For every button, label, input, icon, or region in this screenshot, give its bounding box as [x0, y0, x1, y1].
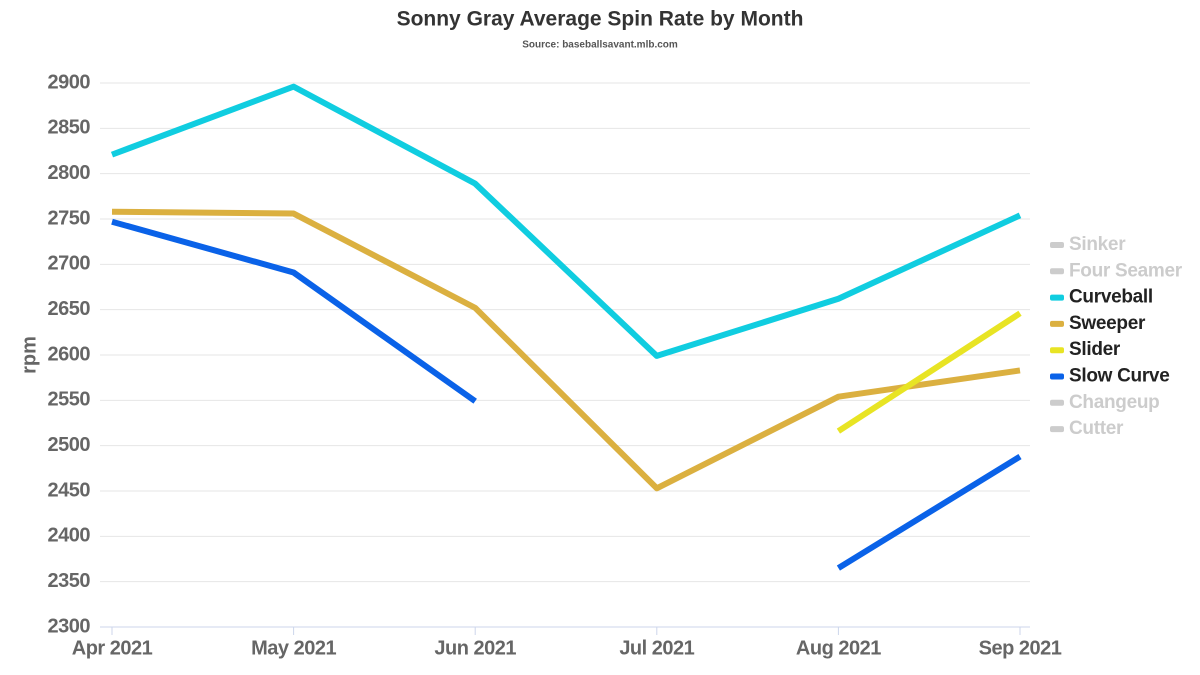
- legend-label: Slider: [1069, 339, 1121, 360]
- legend-swatch: [1050, 268, 1064, 275]
- y-tick-label: 2550: [48, 389, 91, 411]
- y-tick-label: 2400: [48, 525, 91, 547]
- y-tick-label: 2650: [48, 298, 91, 320]
- legend-swatch: [1050, 347, 1064, 354]
- legend-label: Sweeper: [1069, 313, 1146, 334]
- chart-title: Sonny Gray Average Spin Rate by Month: [397, 8, 804, 31]
- y-tick-label: 2300: [48, 615, 91, 637]
- legend-swatch: [1050, 373, 1064, 380]
- series-line: [836, 310, 1022, 434]
- series-line: [110, 83, 1022, 359]
- y-tick-label: 2600: [48, 343, 91, 365]
- legend-label: Four Seamer: [1069, 260, 1183, 281]
- x-tick-label: Sep 2021: [979, 637, 1062, 659]
- y-tick-label: 2850: [48, 117, 91, 139]
- x-tick-label: Jun 2021: [434, 637, 516, 659]
- y-tick-label: 2750: [48, 207, 91, 229]
- legend-label: Cutter: [1069, 418, 1124, 439]
- series-line: [111, 208, 1021, 492]
- series-line: [111, 218, 1022, 571]
- legend-label: Slow Curve: [1069, 366, 1169, 387]
- legend-swatch: [1050, 242, 1064, 248]
- legend-swatch: [1050, 426, 1064, 433]
- x-tick-label: May 2021: [251, 637, 336, 659]
- legend-swatch: [1050, 399, 1064, 406]
- legend-label: Changeup: [1069, 392, 1160, 413]
- legend-label: Curveball: [1069, 287, 1153, 308]
- chart-subtitle: Source: baseballsavant.mlb.com: [522, 40, 678, 51]
- y-tick-label: 2350: [48, 570, 91, 592]
- legend-swatch: [1050, 320, 1064, 327]
- legend-label: Sinker: [1069, 234, 1126, 255]
- y-tick-label: 2450: [48, 479, 91, 501]
- y-tick-label: 2800: [48, 162, 91, 184]
- x-tick-label: Apr 2021: [72, 637, 153, 659]
- x-tick-label: Jul 2021: [619, 637, 694, 659]
- y-axis-label: rpm: [18, 336, 40, 374]
- x-tick-label: Aug 2021: [796, 637, 881, 659]
- y-tick-label: 2900: [48, 71, 91, 93]
- legend-swatch: [1050, 294, 1064, 301]
- y-tick-label: 2500: [48, 434, 91, 456]
- y-tick-label: 2700: [48, 253, 91, 275]
